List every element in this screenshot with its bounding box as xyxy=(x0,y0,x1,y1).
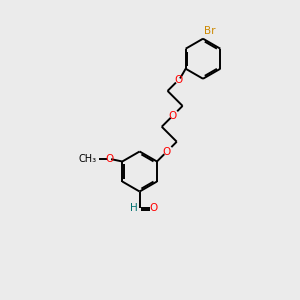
Text: H: H xyxy=(130,203,138,213)
Text: O: O xyxy=(174,75,182,85)
Text: O: O xyxy=(149,203,158,213)
Text: CH₃: CH₃ xyxy=(78,154,96,164)
Text: O: O xyxy=(169,111,177,121)
Text: Br: Br xyxy=(205,26,216,36)
Text: O: O xyxy=(163,146,171,157)
Text: O: O xyxy=(105,154,113,164)
